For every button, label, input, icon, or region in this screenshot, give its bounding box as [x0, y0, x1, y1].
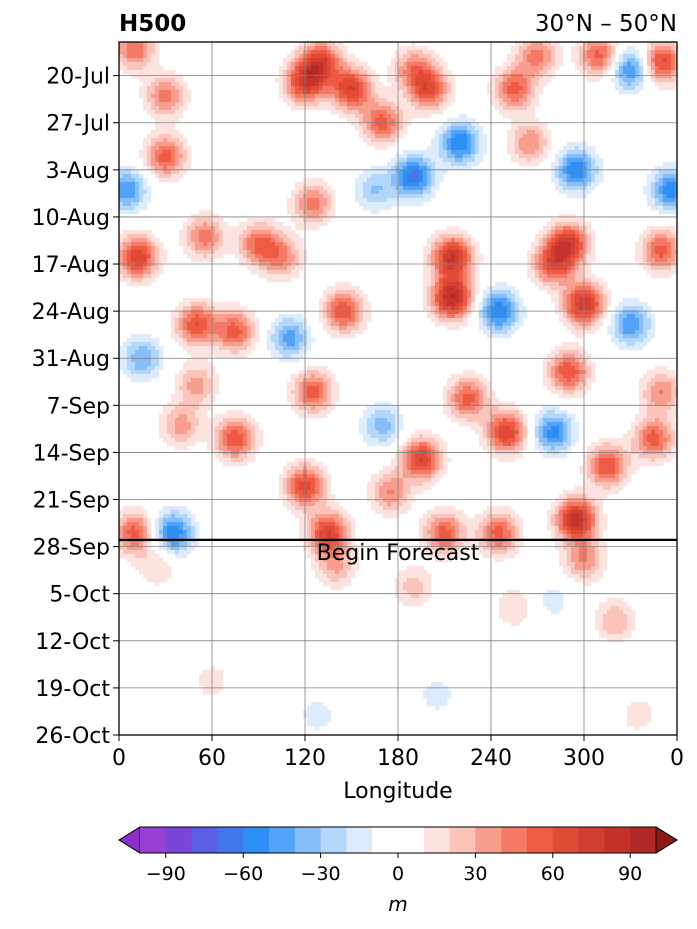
y-tick-label: 19-Oct [35, 677, 110, 702]
x-axis-label: Longitude [343, 779, 452, 804]
y-tick-label: 10-Aug [32, 206, 110, 231]
colorbar-swatch [294, 827, 321, 853]
colorbar-tick-label: 30 [463, 863, 487, 885]
y-axis-ticks: 20-Jul 27-Jul 3-Aug 10-Aug 17-Aug 24-Aug 31-Au… [32, 65, 119, 749]
colorbar-swatch [320, 827, 347, 853]
y-tick-label: 26-Oct [35, 724, 110, 749]
colorbar-swatch [449, 827, 476, 853]
y-tick-label: 28-Sep [33, 536, 110, 561]
x-tick-label: 180 [377, 746, 419, 771]
colorbar-swatch [398, 827, 425, 853]
x-tick-label: 0 [670, 746, 684, 771]
colorbar-swatch [191, 827, 218, 853]
colorbar-tick-label: −60 [223, 863, 263, 885]
x-tick-label: 240 [470, 746, 512, 771]
colorbar-over-triangle [655, 826, 678, 854]
y-tick-label: 7-Sep [47, 394, 110, 419]
colorbar-swatch [217, 827, 244, 853]
colorbar-tick-label: 0 [392, 863, 404, 885]
y-tick-label: 27-Jul [46, 112, 110, 137]
y-tick-label: 24-Aug [32, 300, 110, 325]
y-tick-label: 21-Sep [33, 489, 110, 514]
colorbar-swatch [346, 827, 373, 853]
colorbar-frame [118, 826, 678, 854]
colorbar-swatch [604, 827, 631, 853]
colorbar-tick-label: 60 [541, 863, 565, 885]
y-tick-label: 5-Oct [49, 583, 110, 608]
x-tick-label: 120 [284, 746, 326, 771]
x-tick-label: 60 [198, 746, 226, 771]
colorbar-swatch [630, 827, 657, 853]
forecast-label: Begin Forecast [317, 541, 480, 566]
y-tick-label: 14-Sep [33, 441, 110, 466]
y-tick-label: 31-Aug [32, 347, 110, 372]
colorbar-tick-label: −30 [301, 863, 341, 885]
y-tick-label: 12-Oct [35, 630, 110, 655]
y-tick-label: 20-Jul [46, 65, 110, 90]
y-tick-label: 3-Aug [46, 159, 110, 184]
colorbar-swatch [165, 827, 192, 853]
colorbar-swatch [243, 827, 270, 853]
contour-field [119, 42, 677, 735]
colorbar-under-triangle [118, 826, 141, 854]
y-tick-label: 17-Aug [32, 253, 110, 278]
colorbar-swatch [527, 827, 554, 853]
x-axis-ticks: 0 60 120 180 240 300 0 [112, 735, 684, 771]
colorbar-swatch [578, 827, 605, 853]
colorbar-swatch [475, 827, 502, 853]
colorbar-swatch [423, 827, 450, 853]
colorbar-swatch [552, 827, 579, 853]
colorbar-tick-label: 90 [618, 863, 642, 885]
colorbar-swatch [269, 827, 296, 853]
colorbar-swatch [501, 827, 528, 853]
x-tick-label: 0 [112, 746, 126, 771]
colorbar-swatch [372, 827, 399, 853]
x-tick-label: 300 [563, 746, 605, 771]
chart-title: H500 [119, 11, 186, 37]
chart-region-title: 30°N – 50°N [535, 11, 677, 37]
colorbar-swatch [140, 827, 167, 853]
forecast-marker: Begin Forecast [119, 538, 677, 566]
colorbar: −90 −60 −30 0 30 60 90 [118, 826, 678, 885]
colorbar-tick-label: −90 [146, 863, 186, 885]
colorbar-label: m [388, 892, 407, 916]
